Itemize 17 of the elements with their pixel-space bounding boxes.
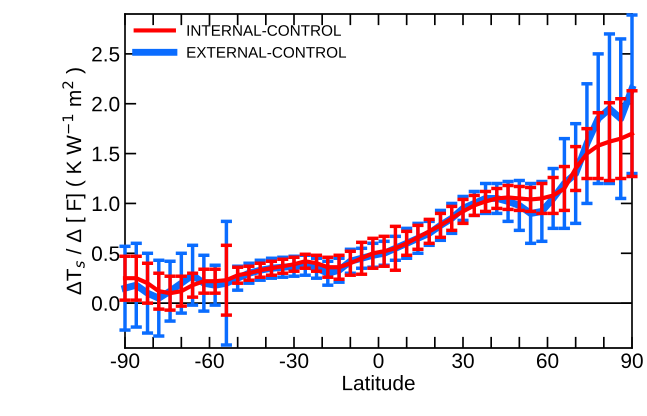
y-tick-label: 0.5 <box>92 246 120 262</box>
x-tick-label: 0 <box>374 353 384 368</box>
y-axis-title: ΔT$_{s}$ / Δ [ F] ( K W$^{−1}$ m$^{2}$ ) <box>62 68 86 295</box>
y-tick-label: 2.5 <box>92 46 120 62</box>
y-tick-label: 1.0 <box>92 196 120 212</box>
legend-label: EXTERNAL-CONTROL <box>187 46 346 58</box>
x-axis-title: Latitude <box>343 375 415 390</box>
x-tick-label: 30 <box>452 353 474 368</box>
x-tick-label: -90 <box>110 353 140 368</box>
y-tick-label: 1.5 <box>92 146 120 162</box>
x-tick-label: -60 <box>195 353 224 368</box>
x-tick-label: 90 <box>621 353 643 368</box>
legend-label: INTERNAL-CONTROL <box>188 25 341 36</box>
x-tick-label: 60 <box>536 353 558 368</box>
y-tick-label: 0.0 <box>92 296 120 311</box>
y-tick-label: 2.0 <box>92 96 120 112</box>
x-tick-label: -30 <box>280 353 308 368</box>
